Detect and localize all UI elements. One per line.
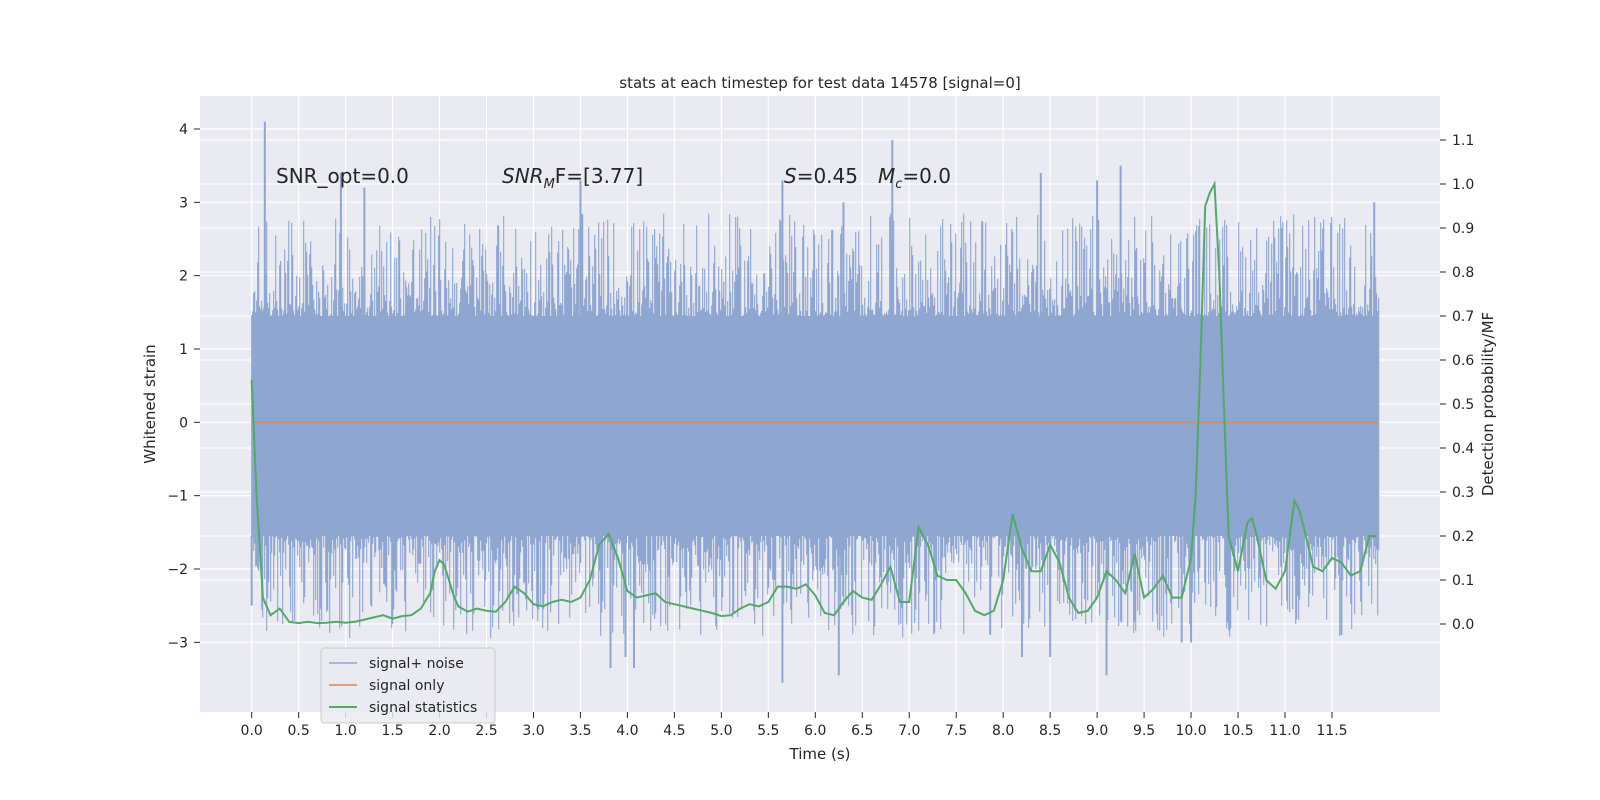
x-tick-label: 10.5 [1222,723,1253,739]
x-tick-label: 8.0 [992,723,1014,739]
y2-tick-label: 0.3 [1452,485,1474,501]
data-layer [250,121,1380,683]
s-tail: =0.45 [797,164,858,188]
y-tick-label: −1 [167,489,188,505]
y-axis-label: Whitened strain [141,344,159,463]
chart-title: stats at each timestep for test data 145… [619,74,1020,92]
x-tick-label: 7.0 [898,723,920,739]
mc-name: M [878,164,895,188]
x-tick-label: 9.0 [1086,723,1108,739]
x-tick-label: 8.5 [1039,723,1061,739]
x-tick-label: 0.0 [241,723,263,739]
x-tick-label: 4.0 [616,723,638,739]
x-tick-label: 3.5 [569,723,591,739]
legend-label-signal-noise: signal+ noise [369,656,464,672]
legend-label-signal-statistics: signal statistics [369,700,477,716]
legend: signal+ noise signal only signal statist… [320,647,496,724]
x-tick-label: 6.0 [804,723,826,739]
y2-tick-label: 0.2 [1452,529,1474,545]
annotation-s: S=0.45 [784,164,858,188]
x-tick-label: 4.5 [663,723,685,739]
x-tick-label: 5.5 [757,723,779,739]
x-axis-label: Time (s) [789,745,851,763]
y2-tick-label: 0.5 [1452,397,1474,413]
y2-tick-label: 0.0 [1452,617,1474,633]
x-tick-label: 2.5 [475,723,497,739]
annotation-mc: Mc=0.0 [878,164,951,192]
y2-tick-label: 0.6 [1452,353,1474,369]
y-tick-label: 4 [179,122,188,138]
x-tick-label: 0.5 [288,723,310,739]
y2-tick-label: 0.9 [1452,221,1474,237]
s-name: S [784,164,797,188]
y2-tick-label: 0.4 [1452,441,1474,457]
x-tick-label: 5.0 [710,723,732,739]
x-tick-label: 1.5 [381,723,403,739]
x-tick-label: 1.0 [334,723,356,739]
x-tick-label: 11.5 [1316,723,1347,739]
x-tick-label: 7.5 [945,723,967,739]
legend-label-signal-only: signal only [369,678,444,694]
y-tick-label: −3 [167,635,188,651]
y2-tick-label: 1.0 [1452,177,1474,193]
mc-tail: =0.0 [902,164,951,188]
legend-box [320,647,496,724]
mc-sub: c [895,177,902,192]
x-tick-label: 3.0 [522,723,544,739]
y2-axis-label: Detection probability/MF [1479,312,1497,496]
y2-tick-label: 0.7 [1452,309,1474,325]
y-tick-label: 0 [179,415,188,431]
annotation-snr-mf: SNRMF=[3.77] [502,164,643,192]
y-tick-label: 3 [179,195,188,211]
axes: 0.0 0.5 1.0 1.5 2.0 2.5 3.0 3.5 4.0 4.5 5.0 5.5 6.0 6… [167,122,1474,739]
y2-tick-label: 0.1 [1452,573,1474,589]
x-tick-label: 2.0 [428,723,450,739]
y2-tick-label: 1.1 [1452,133,1474,149]
x-tick-label: 10.0 [1175,723,1206,739]
x-tick-label: 11.0 [1269,723,1300,739]
series-signal-statistics [250,180,1377,625]
snr-mf-sub: M [544,177,555,192]
y-tick-label: 2 [179,269,188,285]
snr-mf-name: SNR [502,164,544,188]
y-tick-label: −2 [167,562,188,578]
y-tick-label: 1 [179,342,188,358]
series-signal-noise-band [251,316,1379,536]
annotation-snr-opt: SNR_opt=0.0 [276,164,409,188]
snr-mf-tail: F=[3.77] [555,164,643,188]
y2-tick-label: 0.8 [1452,265,1474,281]
x-tick-label: 9.5 [1133,723,1155,739]
x-tick-label: 6.5 [851,723,873,739]
